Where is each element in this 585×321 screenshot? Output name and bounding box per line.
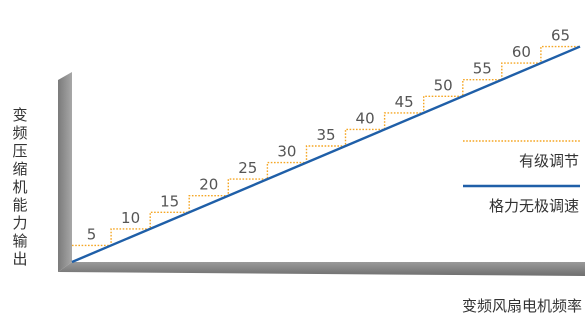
series-continuous-line	[71, 45, 581, 264]
step-label: 55	[473, 60, 492, 78]
step-labels: 5 10 15 20 25 30 35 40 45 50 55 60 65	[87, 27, 570, 244]
legend: 有级调节 格力无极调速	[463, 140, 580, 215]
step-label: 30	[277, 143, 296, 161]
legend-label-continuous: 格力无极调速	[489, 197, 579, 215]
step-label: 45	[395, 93, 414, 111]
step-label: 15	[160, 192, 179, 210]
x-axis-title: 变频风扇电机频率	[462, 297, 582, 315]
series-step-line	[72, 45, 580, 247]
y-axis-title: 变频压缩机能力输出	[12, 106, 27, 268]
y-axis-wall	[58, 72, 72, 272]
step-label: 35	[316, 126, 335, 144]
step-label: 10	[121, 209, 140, 227]
step-label: 25	[238, 159, 257, 177]
step-label: 40	[356, 109, 375, 127]
step-label: 65	[551, 27, 570, 45]
step-label: 60	[512, 43, 531, 61]
x-axis-floor	[58, 262, 585, 276]
step-label: 50	[434, 76, 453, 94]
step-label: 20	[199, 176, 218, 194]
step-label: 5	[87, 225, 97, 243]
legend-label-step: 有级调节	[519, 152, 579, 170]
